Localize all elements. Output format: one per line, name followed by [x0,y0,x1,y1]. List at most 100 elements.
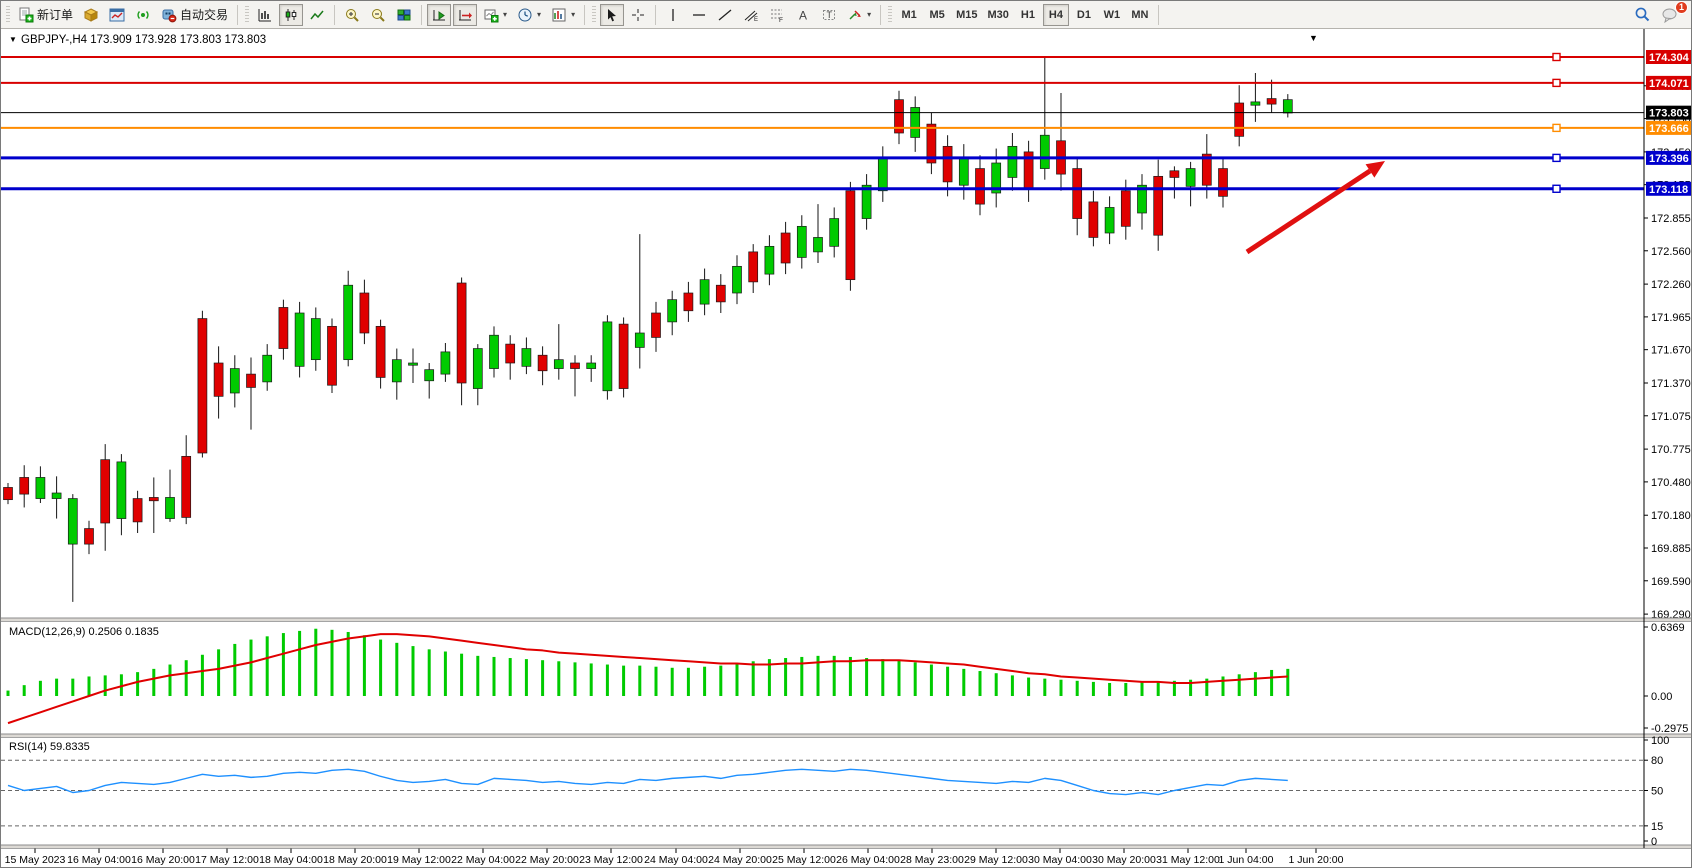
timeframe-m15-button[interactable]: M15 [956,8,978,21]
candle-body [942,145,953,183]
price-axis-tick-label: 171.965 [1651,312,1691,324]
market-window-icon [109,8,125,21]
candle-body [667,299,678,323]
rsi-axis-tick-label: 80 [1651,755,1663,767]
candle-body [634,332,645,348]
candle-body [310,318,321,361]
chart-autoscroll-button[interactable] [427,3,452,26]
macd-histogram-bar [670,667,674,696]
price-label-text: 174.071 [1649,78,1689,90]
macd-histogram-bar [298,630,302,696]
pane-splitter[interactable] [1,734,1692,738]
trendline-tool-button[interactable] [713,4,737,26]
autotrade-label: 自动交易 [180,8,229,22]
candle-body [845,190,856,281]
candle-body [910,107,921,138]
new-chart-icon [484,9,499,22]
candle-body [1282,99,1293,114]
pane-splitter[interactable] [1,618,1692,622]
timeframe-d1-button[interactable]: D1 [1076,8,1091,21]
search-button[interactable] [1630,4,1655,26]
trend-arrow-line[interactable] [1245,168,1372,255]
candle-body [51,492,62,499]
macd-axis-tick-label: 0.6369 [1651,622,1685,634]
timeframe-h1-button[interactable]: H1 [1020,8,1035,21]
candle-body [262,354,273,383]
macd-histogram-bar [265,636,269,696]
timeframe-m5-button[interactable]: M5 [929,8,945,21]
level-endpoint-marker[interactable] [1552,184,1561,193]
toolbar-grip [592,5,597,24]
new-chart-dropdown-button[interactable]: ▾ [479,4,511,26]
cube-button[interactable] [79,4,103,26]
macd-histogram-bar [913,662,917,696]
price-label-text: 173.666 [1649,123,1689,135]
zoom-out-button[interactable] [366,4,390,26]
candlestick-chart-button[interactable] [279,3,304,26]
candle-body [1250,101,1261,106]
line-chart-icon [310,10,324,19]
zoom-in-button[interactable] [340,4,364,26]
separator [655,4,657,25]
level-endpoint-marker[interactable] [1552,78,1561,88]
chart-shift-button[interactable] [453,3,478,26]
price-axis-tick-label: 171.075 [1651,411,1691,423]
symbol-collapse-icon: ▼ [9,35,17,44]
pane-splitter[interactable] [1,845,1692,849]
text-tool-button[interactable]: A [791,4,815,26]
time-axis-label: 29 May 12:00 [964,854,1028,866]
time-axis-label: 19 May 12:00 [387,854,451,866]
price-axis-tick-label: 170.480 [1651,477,1691,489]
separator [421,4,423,25]
level-endpoint-marker[interactable] [1552,52,1561,62]
price-axis-tick-label: 171.370 [1651,378,1691,390]
level-endpoint-marker[interactable] [1552,123,1561,133]
line-chart-button[interactable] [305,4,329,26]
candle-body [813,237,823,253]
arrows-dropdown-button[interactable]: ▾ [843,4,875,26]
macd-histogram-bar [622,665,626,696]
svg-text:A: A [799,8,807,22]
new-order-button[interactable]: 新订单 [14,4,77,26]
macd-histogram-bar [605,664,609,696]
macd-histogram-bar [1156,681,1160,696]
market-window-button[interactable] [105,4,129,26]
price-label-box [1646,50,1691,64]
macd-histogram-bar [379,639,383,696]
macd-histogram-bar [508,658,512,696]
macd-histogram-bar [362,635,366,696]
timeframe-h4-button[interactable]: H4 [1042,3,1069,26]
candle-body [440,351,451,375]
time-axis-label: 24 May 20:00 [708,854,772,866]
crosshair-icon [632,8,645,21]
timeframe-m30-button[interactable]: M30 [987,8,1009,21]
tile-windows-button[interactable] [392,4,416,26]
trendline-icon [718,9,732,20]
period-dropdown-button[interactable]: ▾ [513,4,545,26]
channel-tool-button[interactable]: E [739,4,763,26]
vertical-line-tool-button[interactable] [661,4,685,26]
level-endpoint-marker[interactable] [1552,153,1561,163]
chat-button[interactable]: 1 [1657,1,1688,26]
macd-histogram-bar [1286,668,1290,696]
chart-canvas[interactable]: 174.045173.750173.450173.155172.855172.5… [1,29,1692,868]
trend-arrow-head[interactable] [1365,161,1385,178]
signal-button[interactable] [131,4,155,26]
label-tool-button[interactable]: T [817,4,841,26]
horizontal-line-tool-button[interactable] [687,4,711,26]
macd-histogram-bar [784,658,788,696]
signal-icon [137,10,149,19]
timeframe-m1-button[interactable]: M1 [901,8,917,21]
template-dropdown-button[interactable]: ▾ [547,4,579,26]
cursor-icon [608,8,617,21]
candle-body [861,184,872,219]
crosshair-tool-button[interactable] [626,4,650,26]
candle-body [1104,207,1115,234]
candle-body [148,497,159,502]
bar-chart-button[interactable] [253,4,277,26]
timeframe-w1-button[interactable]: W1 [1103,8,1121,21]
cursor-tool-button[interactable] [600,3,625,26]
timeframe-mn-button[interactable]: MN [1131,8,1149,21]
autotrading-button[interactable]: 自动交易 [157,4,232,26]
fibonacci-tool-button[interactable]: F [765,4,789,26]
